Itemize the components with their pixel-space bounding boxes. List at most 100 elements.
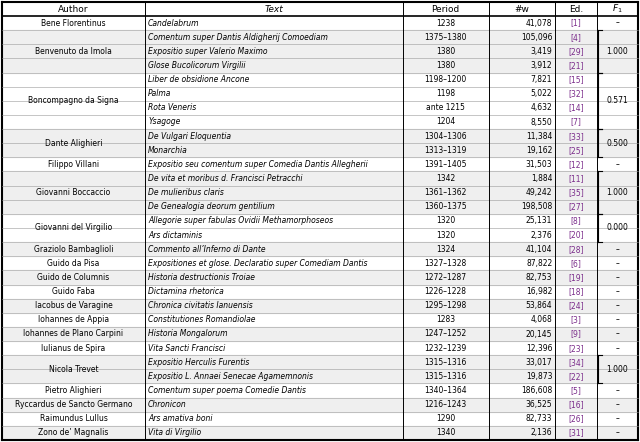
Text: [29]: [29] [568, 47, 584, 56]
Text: –: – [616, 414, 620, 423]
Text: Vita di Virgilio: Vita di Virgilio [148, 428, 201, 438]
Bar [2, 200, 638, 214]
Text: 1198: 1198 [436, 89, 455, 98]
Text: [16]: [16] [568, 400, 584, 409]
Text: 82,753: 82,753 [526, 273, 552, 282]
Text: [3]: [3] [570, 315, 581, 324]
Text: Expositio super Valerio Maximo: Expositio super Valerio Maximo [148, 47, 268, 56]
Text: 1.000: 1.000 [607, 47, 628, 56]
Text: 1216–1243: 1216–1243 [424, 400, 467, 409]
Text: 1342: 1342 [436, 174, 455, 183]
Text: 1380: 1380 [436, 61, 455, 70]
Text: –: – [616, 428, 620, 438]
Text: Rota Veneris: Rota Veneris [148, 103, 196, 112]
Text: 198,508: 198,508 [521, 202, 552, 211]
Text: –: – [616, 19, 620, 27]
Text: Iohannes de Appia: Iohannes de Appia [38, 315, 109, 324]
Text: [21]: [21] [568, 61, 584, 70]
Text: 3,912: 3,912 [531, 61, 552, 70]
Text: 1340: 1340 [436, 428, 455, 438]
Text: 1313–1319: 1313–1319 [424, 146, 467, 155]
Text: 3,419: 3,419 [531, 47, 552, 56]
Text: –: – [616, 245, 620, 254]
Text: Comentum super Dantis Aldigherij Comoediam: Comentum super Dantis Aldigherij Comoedi… [148, 33, 328, 42]
Text: 1361–1362: 1361–1362 [424, 188, 467, 197]
Text: Author: Author [58, 4, 89, 14]
Text: [32]: [32] [568, 89, 584, 98]
Text: Raimundus Lullus: Raimundus Lullus [40, 414, 108, 423]
Text: –: – [616, 287, 620, 296]
Text: 1283: 1283 [436, 315, 455, 324]
Text: [31]: [31] [568, 428, 584, 438]
Text: [6]: [6] [570, 259, 581, 268]
Text: 1315–1316: 1315–1316 [424, 372, 467, 381]
Text: 1.000: 1.000 [607, 188, 628, 197]
Text: [27]: [27] [568, 202, 584, 211]
Text: [23]: [23] [568, 343, 584, 353]
Text: [4]: [4] [570, 33, 581, 42]
Bar [2, 143, 638, 157]
Text: 41,104: 41,104 [526, 245, 552, 254]
Text: –: – [616, 160, 620, 169]
Text: [11]: [11] [568, 174, 584, 183]
Text: 1375–1380: 1375–1380 [424, 33, 467, 42]
Text: Ars amativa boni: Ars amativa boni [148, 414, 212, 423]
Text: 12,396: 12,396 [526, 343, 552, 353]
Text: –: – [616, 259, 620, 268]
Text: 4,068: 4,068 [531, 315, 552, 324]
Text: 1232–1239: 1232–1239 [424, 343, 467, 353]
Text: [34]: [34] [568, 358, 584, 367]
Text: 16,982: 16,982 [526, 287, 552, 296]
Text: Giovanni del Virgilio: Giovanni del Virgilio [35, 224, 112, 232]
Text: –: – [616, 386, 620, 395]
Text: Guido de Columnis: Guido de Columnis [37, 273, 109, 282]
Text: Historia Mongalorum: Historia Mongalorum [148, 329, 228, 339]
Text: Expositiones et glose. Declaratio super Comediam Dantis: Expositiones et glose. Declaratio super … [148, 259, 367, 268]
Text: [19]: [19] [568, 273, 584, 282]
Text: $F_1$: $F_1$ [612, 3, 623, 15]
Text: Text: Text [264, 4, 284, 14]
Text: Liber de obsidione Ancone: Liber de obsidione Ancone [148, 75, 250, 84]
Text: Filippo Villani: Filippo Villani [48, 160, 99, 169]
Text: 105,096: 105,096 [521, 33, 552, 42]
Text: Pietro Alighieri: Pietro Alighieri [45, 386, 102, 395]
Text: 0.500: 0.500 [606, 139, 628, 148]
Text: Monarchia: Monarchia [148, 146, 188, 155]
Text: Giovanni Boccaccio: Giovanni Boccaccio [36, 188, 111, 197]
Text: 82,733: 82,733 [526, 414, 552, 423]
Text: 1247–1252: 1247–1252 [424, 329, 467, 339]
Text: De vita et moribus d. Francisci Petracchi: De vita et moribus d. Francisci Petracch… [148, 174, 303, 183]
Bar [2, 44, 638, 58]
Text: –: – [616, 301, 620, 310]
Text: Chronicon: Chronicon [148, 400, 187, 409]
Bar [2, 186, 638, 200]
Text: 1324: 1324 [436, 245, 455, 254]
Bar [2, 58, 638, 72]
Text: –: – [616, 329, 620, 339]
Text: 186,608: 186,608 [521, 386, 552, 395]
Text: Vita Sancti Francisci: Vita Sancti Francisci [148, 343, 225, 353]
Text: De Vulgari Eloquentia: De Vulgari Eloquentia [148, 132, 231, 141]
Text: Allegorie super fabulas Ovidii Methamorphoseos: Allegorie super fabulas Ovidii Methamorp… [148, 217, 333, 225]
Text: 0.571: 0.571 [607, 96, 628, 105]
Text: 1320: 1320 [436, 231, 455, 240]
Text: –: – [616, 273, 620, 282]
Text: [14]: [14] [568, 103, 584, 112]
Text: 1380: 1380 [436, 47, 455, 56]
Text: Palma: Palma [148, 89, 172, 98]
Text: Dictamina rhetorica: Dictamina rhetorica [148, 287, 224, 296]
Text: 31,503: 31,503 [525, 160, 552, 169]
Text: 49,242: 49,242 [526, 188, 552, 197]
Bar [2, 370, 638, 384]
Text: Guido da Pisa: Guido da Pisa [47, 259, 100, 268]
Text: #w: #w [515, 4, 529, 14]
Text: [25]: [25] [568, 146, 584, 155]
Bar [2, 271, 638, 285]
Text: [26]: [26] [568, 414, 584, 423]
Text: Guido Faba: Guido Faba [52, 287, 95, 296]
Bar [2, 355, 638, 370]
Text: 53,864: 53,864 [525, 301, 552, 310]
Text: 1340–1364: 1340–1364 [424, 386, 467, 395]
Text: Dante Alighieri: Dante Alighieri [45, 139, 102, 148]
Text: 20,145: 20,145 [526, 329, 552, 339]
